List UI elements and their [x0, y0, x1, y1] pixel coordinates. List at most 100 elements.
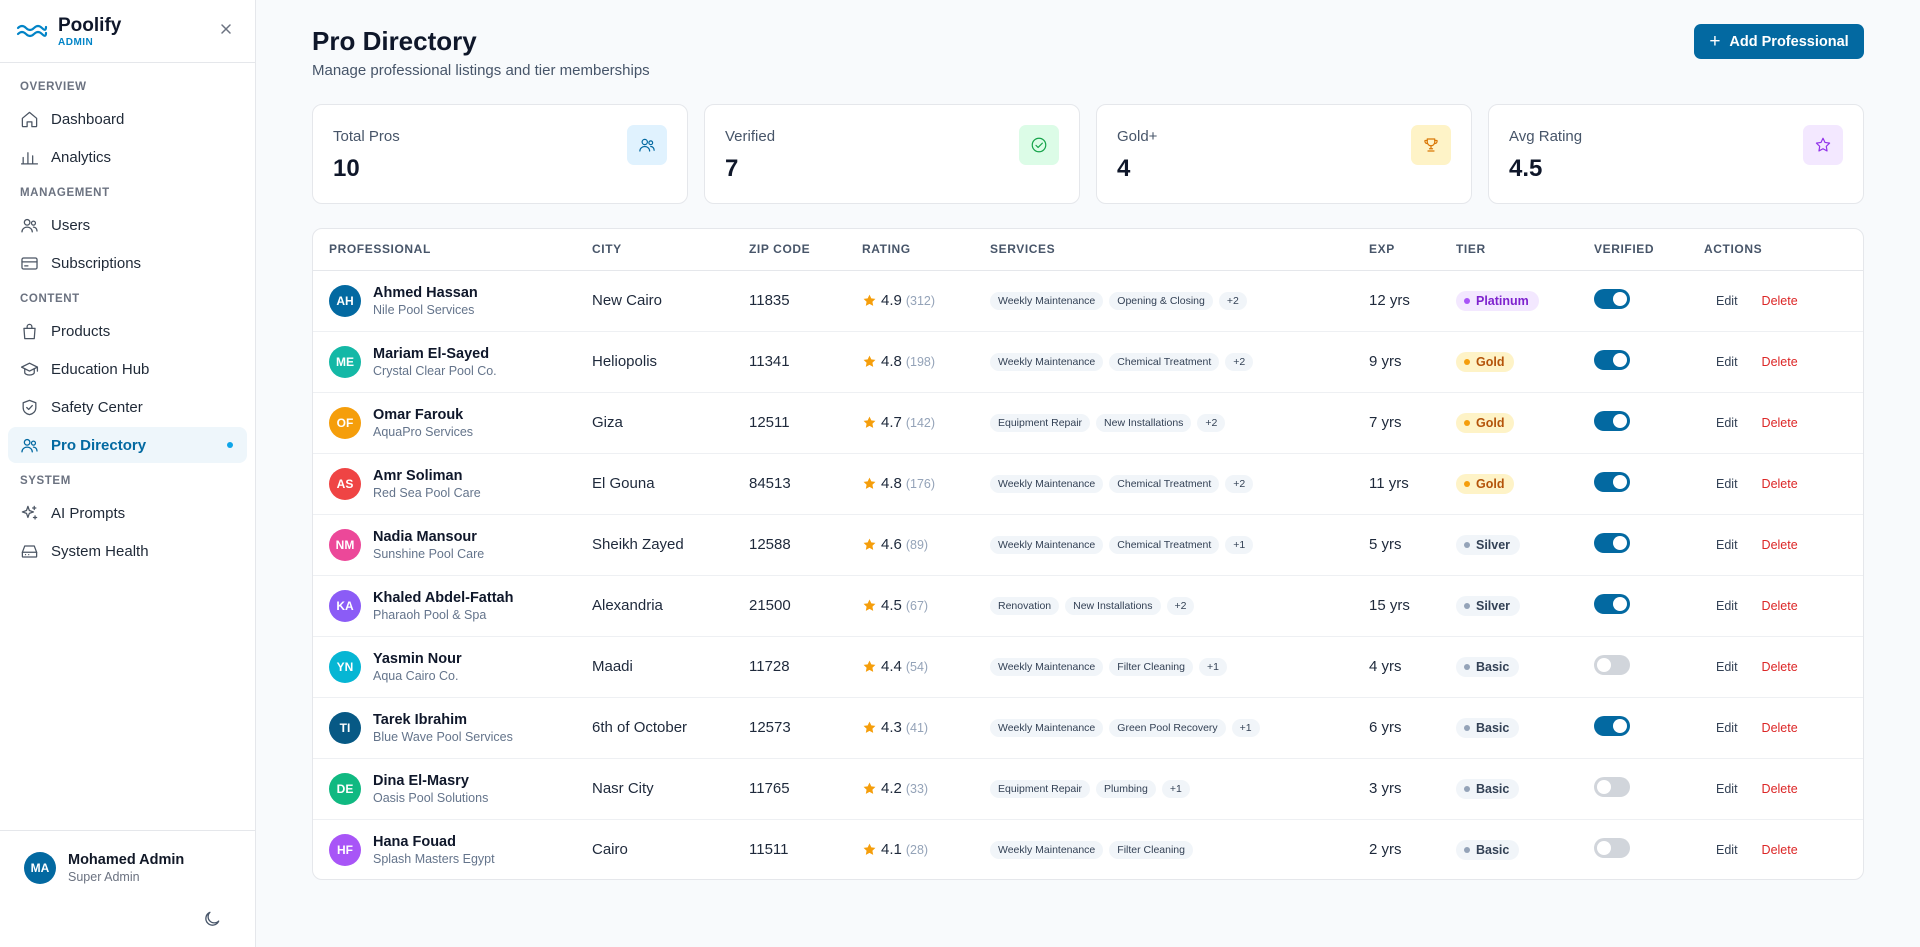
edit-button[interactable]: Edit: [1716, 355, 1738, 369]
sidebar-item-users[interactable]: Users: [8, 207, 247, 243]
edit-button[interactable]: Edit: [1716, 843, 1738, 858]
hard-drive-icon: [21, 544, 38, 558]
edit-button[interactable]: Edit: [1716, 660, 1738, 674]
add-professional-label: Add Professional: [1729, 33, 1849, 50]
edit-button[interactable]: Edit: [1716, 721, 1738, 735]
delete-button[interactable]: Delete: [1761, 782, 1798, 796]
cell-exp: 3 yrs: [1353, 758, 1440, 820]
sidebar-item-products[interactable]: Products: [8, 313, 247, 349]
column-header-verified: Verified: [1578, 229, 1688, 271]
service-chip: Chemical Treatment: [1109, 474, 1220, 493]
sparkles-icon: [21, 505, 38, 520]
sidebar-item-safety-center[interactable]: Safety Center: [8, 389, 247, 425]
verified-toggle[interactable]: [1594, 837, 1630, 858]
delete-button[interactable]: Delete: [1761, 599, 1798, 613]
stat-label: Verified: [725, 128, 776, 145]
verified-toggle[interactable]: [1594, 471, 1630, 492]
edit-button[interactable]: Edit: [1716, 538, 1738, 552]
cell-rating: 4.8 (198): [846, 331, 974, 393]
cell-tier: Gold: [1440, 331, 1578, 393]
delete-button[interactable]: Delete: [1761, 477, 1798, 491]
cell-verified: [1578, 392, 1688, 454]
star-icon: [863, 599, 876, 611]
moon-icon[interactable]: [202, 909, 222, 929]
delete-button[interactable]: Delete: [1761, 538, 1798, 552]
sidebar-item-subscriptions[interactable]: Subscriptions: [8, 245, 247, 281]
table-header-row: Professional City Zip Code Rating Services Ex…: [313, 229, 1863, 271]
cell-actions: Edit Delete: [1688, 453, 1863, 515]
user-profile[interactable]: MA Mohamed Admin Super Admin: [0, 831, 255, 884]
sidebar-item-system-health[interactable]: System Health: [8, 533, 247, 569]
service-chip: Chemical Treatment: [1109, 535, 1220, 554]
nav-section-content: CONTENT: [20, 293, 80, 305]
edit-button[interactable]: Edit: [1716, 782, 1738, 796]
toggle-knob: [1613, 535, 1627, 550]
verified-toggle[interactable]: [1594, 532, 1630, 553]
cell-zip: 12588: [733, 514, 846, 576]
add-professional-button[interactable]: + Add Professional: [1694, 24, 1864, 59]
service-chip: +1: [1198, 657, 1227, 676]
tier-badge: Basic: [1456, 778, 1520, 799]
avatar: DE: [329, 772, 361, 805]
edit-button[interactable]: Edit: [1716, 599, 1738, 613]
rating-value: 4.8: [881, 475, 902, 492]
cell-zip: 11341: [733, 331, 846, 393]
page-subtitle: Manage professional listings and tier me…: [312, 62, 650, 79]
sidebar-item-label: Safety Center: [51, 398, 143, 416]
verified-toggle[interactable]: [1594, 654, 1630, 675]
review-count: (54): [905, 659, 929, 674]
review-count: (33): [905, 781, 929, 796]
column-header-exp: Exp: [1353, 229, 1440, 271]
sidebar-item-dashboard[interactable]: Dashboard: [8, 101, 247, 137]
sidebar-item-ai-prompts[interactable]: AI Prompts: [8, 495, 247, 531]
delete-button[interactable]: Delete: [1761, 355, 1798, 369]
star-icon: [863, 843, 876, 856]
edit-button[interactable]: Edit: [1716, 416, 1738, 430]
pro-name: Nadia Mansour: [373, 528, 477, 545]
verified-toggle[interactable]: [1594, 349, 1630, 370]
service-chip: +2: [1225, 474, 1254, 493]
cell-rating: 4.4 (54): [846, 636, 974, 698]
cell-exp: 9 yrs: [1353, 331, 1440, 393]
sidebar-item-label: Subscriptions: [51, 254, 142, 272]
delete-button[interactable]: Delete: [1761, 721, 1798, 735]
table-row: KA Khaled Abdel-Fattah Pharaoh Pool & Spa A…: [313, 575, 1863, 637]
verified-toggle[interactable]: [1594, 410, 1630, 431]
cell-tier: Basic: [1440, 758, 1578, 820]
sidebar-item-pro-directory[interactable]: Pro Directory: [8, 427, 247, 463]
tier-dot: [1464, 724, 1470, 731]
delete-button[interactable]: Delete: [1761, 843, 1798, 858]
sidebar-item-label: Pro Directory: [51, 436, 147, 454]
cell-city: Alexandria: [576, 575, 733, 637]
sidebar-item-education-hub[interactable]: Education Hub: [8, 351, 247, 387]
stat-label: Avg Rating: [1509, 128, 1583, 145]
sidebar: Poolify ADMIN OVERVIEW Dashboard Analytics…: [0, 0, 256, 947]
edit-button[interactable]: Edit: [1716, 294, 1738, 308]
pro-name: Tarek Ibrahim: [373, 711, 468, 728]
service-chip: Weekly Maintenance: [990, 840, 1104, 859]
pro-business: Oasis Pool Solutions: [373, 790, 489, 805]
cell-tier: Basic: [1440, 636, 1578, 698]
close-icon[interactable]: [219, 22, 233, 36]
waves-logo-icon: [16, 24, 48, 38]
cell-tier: Silver: [1440, 575, 1578, 637]
tier-badge: Basic: [1456, 656, 1520, 677]
cell-verified: [1578, 270, 1688, 332]
verified-toggle[interactable]: [1594, 776, 1630, 797]
delete-button[interactable]: Delete: [1761, 416, 1798, 430]
toggle-knob: [1613, 352, 1627, 367]
edit-button[interactable]: Edit: [1716, 477, 1738, 491]
cell-services: Weekly Maintenance Chemical Treatment +2: [974, 331, 1353, 393]
verified-toggle[interactable]: [1594, 288, 1630, 309]
sidebar-item-analytics[interactable]: Analytics: [8, 139, 247, 175]
cell-exp: 15 yrs: [1353, 575, 1440, 637]
tier-badge: Basic: [1456, 717, 1520, 738]
trophy-icon: [1424, 138, 1438, 152]
verified-toggle[interactable]: [1594, 593, 1630, 614]
avatar: HF: [329, 833, 361, 866]
delete-button[interactable]: Delete: [1761, 294, 1798, 308]
cell-tier: Gold: [1440, 453, 1578, 515]
tier-label: Basic: [1476, 781, 1510, 796]
delete-button[interactable]: Delete: [1761, 660, 1798, 674]
verified-toggle[interactable]: [1594, 715, 1630, 736]
